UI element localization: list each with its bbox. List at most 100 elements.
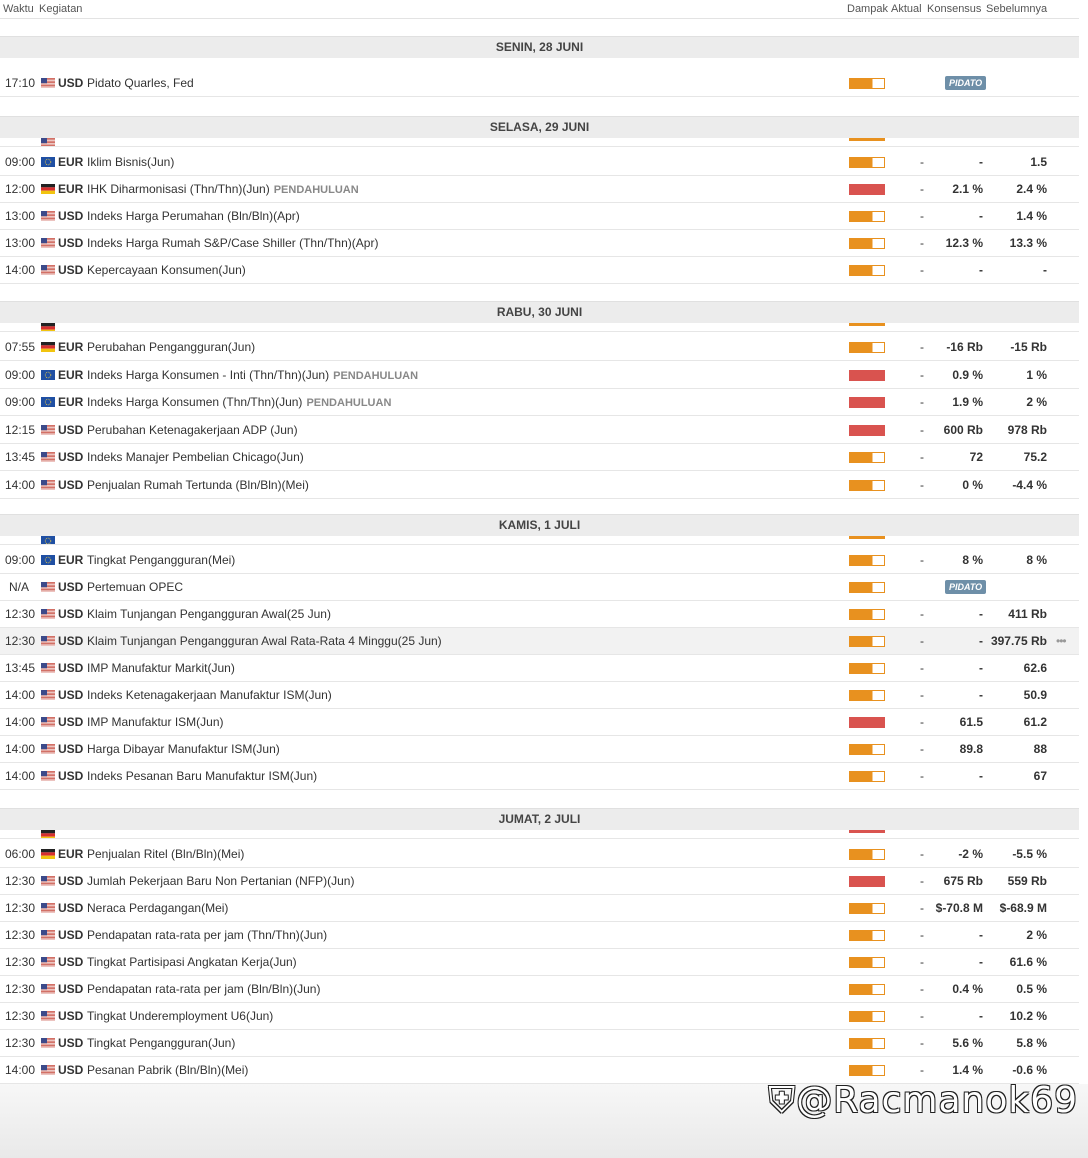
table-row[interactable]: 14:00 USD Harga Dibayar Manufaktur ISM(J…	[0, 736, 1079, 763]
event-title[interactable]: Tingkat Partisipasi Angkatan Kerja(Jun)	[87, 949, 297, 975]
event-title[interactable]: Jumlah Pekerjaan Baru Non Pertanian (NFP…	[87, 868, 354, 894]
actual-value: -	[920, 1009, 924, 1023]
table-row[interactable]: 14:00 USD Indeks Pesanan Baru Manufaktur…	[0, 763, 1079, 790]
table-row[interactable]: 07:55 EUR Perubahan Pengangguran(Jun) - …	[0, 334, 1079, 361]
event-label: Indeks Harga Rumah S&P/Case Shiller (Thn…	[87, 236, 379, 250]
event-title[interactable]: Indeks Ketenagakerjaan Manufaktur ISM(Ju…	[87, 682, 332, 708]
table-row[interactable]: 06:00 EUR Penjualan Ritel (Bln/Bln)(Mei)…	[0, 841, 1079, 868]
table-row[interactable]: 13:45 USD Indeks Manajer Pembelian Chica…	[0, 444, 1079, 471]
table-row[interactable]: 09:00 EUR Tingkat Pengangguran(Mei) - 8 …	[0, 547, 1079, 574]
table-row[interactable]: 14:00 USD Pesanan Pabrik (Bln/Bln)(Mei) …	[0, 1057, 1079, 1084]
table-row[interactable]: 12:30 USD Jumlah Pekerjaan Baru Non Pert…	[0, 868, 1079, 895]
col-event-header: Kegiatan	[39, 3, 83, 15]
event-title[interactable]: IMP Manufaktur Markit(Jun)	[87, 655, 235, 681]
previous-value: 13.3 %	[1009, 236, 1047, 250]
event-label: Indeks Harga Konsumen (Thn/Thn)(Jun)	[87, 395, 303, 409]
table-row[interactable]: 12:30 USD Neraca Perdagangan(Mei) - $-70…	[0, 895, 1079, 922]
col-impact-header: Dampak	[847, 3, 888, 15]
table-row[interactable]: 13:00 USD Indeks Harga Rumah S&P/Case Sh…	[0, 230, 1079, 257]
previous-value: 62.6	[1023, 661, 1047, 675]
shield-icon: ⛨	[768, 1080, 797, 1121]
event-title[interactable]: Indeks Harga Rumah S&P/Case Shiller (Thn…	[87, 230, 378, 256]
event-title[interactable]: Klaim Tunjangan Pengangguran Awal(25 Jun…	[87, 601, 331, 627]
table-row[interactable]: N/A USD Pertemuan OPEC PIDATO	[0, 574, 1079, 601]
currency-code: USD	[58, 580, 84, 594]
table-row[interactable]: 17:10 USD Pidato Quarles, Fed PIDATO	[0, 70, 1079, 97]
event-title[interactable]: Kepercayaan Konsumen(Jun)	[87, 257, 246, 283]
event-title[interactable]: Indeks Manajer Pembelian Chicago(Jun)	[87, 444, 304, 470]
event-title[interactable]: Perubahan Pengangguran(Jun)	[87, 334, 255, 360]
event-title[interactable]: Pidato Quarles, Fed	[87, 70, 194, 96]
speech-badge[interactable]: PIDATO	[945, 76, 987, 90]
event-title[interactable]: Indeks Harga Konsumen (Thn/Thn)(Jun) PEND…	[87, 389, 391, 416]
event-time: 09:00	[5, 368, 36, 382]
event-title[interactable]: IMP Manufaktur ISM(Jun)	[87, 709, 224, 735]
event-title[interactable]: Iklim Bisnis(Jun)	[87, 149, 174, 175]
col-consensus-header: Konsensus	[927, 3, 982, 15]
event-title[interactable]: Neraca Perdagangan(Mei)	[87, 895, 228, 921]
event-label: Penjualan Ritel (Bln/Bln)(Mei)	[87, 847, 245, 861]
event-label: Perubahan Ketenagakerjaan ADP (Jun)	[87, 423, 298, 437]
more-options-icon[interactable]: •••	[1056, 634, 1067, 648]
currency-code: USD	[58, 874, 84, 888]
table-row[interactable]: 14:00 USD Kepercayaan Konsumen(Jun) - - …	[0, 257, 1079, 284]
table-row[interactable]: 14:00 USD IMP Manufaktur ISM(Jun) - 61.5…	[0, 709, 1079, 736]
table-row[interactable]: 09:00 EUR Indeks Harga Konsumen (Thn/Thn…	[0, 389, 1079, 416]
event-title[interactable]: Tingkat Pengangguran(Jun)	[87, 1030, 235, 1056]
table-row[interactable]: 14:00 USD Penjualan Rumah Tertunda (Bln/…	[0, 472, 1079, 499]
event-title[interactable]: Pendapatan rata-rata per jam (Bln/Bln)(J…	[87, 976, 320, 1002]
consensus-value: -	[979, 607, 983, 621]
table-row[interactable]: 12:15 USD Perubahan Ketenagakerjaan ADP …	[0, 417, 1079, 444]
table-row[interactable]: 09:00 EUR Indeks Harga Konsumen - Inti (…	[0, 362, 1079, 389]
table-row[interactable]: 09:00 EUR Iklim Bisnis(Jun) - - 1.5	[0, 149, 1079, 176]
table-row[interactable]: 14:00 USD Indeks Ketenagakerjaan Manufak…	[0, 682, 1079, 709]
table-row[interactable]: 12:30 USD Tingkat Partisipasi Angkatan K…	[0, 949, 1079, 976]
previous-value: 10.2 %	[1009, 1009, 1047, 1023]
table-row[interactable]: 12:30 USD Tingkat Underemployment U6(Jun…	[0, 1003, 1079, 1030]
table-row[interactable]: 12:30 USD Klaim Tunjangan Pengangguran A…	[0, 628, 1079, 655]
table-row[interactable]: 12:30 USD Pendapatan rata-rata per jam (…	[0, 922, 1079, 949]
event-title[interactable]: Penjualan Rumah Tertunda (Bln/Bln)(Mei)	[87, 472, 309, 498]
event-title[interactable]: Pendapatan rata-rata per jam (Thn/Thn)(J…	[87, 922, 327, 948]
actual-value: -	[920, 688, 924, 702]
event-title[interactable]: Perubahan Ketenagakerjaan ADP (Jun)	[87, 417, 298, 443]
event-title[interactable]: Penjualan Ritel (Bln/Bln)(Mei)	[87, 841, 244, 867]
table-row[interactable]: 12:00 EUR IHK Diharmonisasi (Thn/Thn)(Ju…	[0, 176, 1079, 203]
table-row[interactable]: 12:30 USD Tingkat Pengangguran(Jun) - 5.…	[0, 1030, 1079, 1057]
event-label: Klaim Tunjangan Pengangguran Awal(25 Jun…	[87, 607, 331, 621]
event-title[interactable]: Pertemuan OPEC	[87, 574, 183, 600]
table-row[interactable]: 12:30 USD Pendapatan rata-rata per jam (…	[0, 976, 1079, 1003]
table-row[interactable]: 13:00 USD Indeks Harga Perumahan (Bln/Bl…	[0, 203, 1079, 230]
actual-value: -	[920, 634, 924, 648]
event-title[interactable]: Pesanan Pabrik (Bln/Bln)(Mei)	[87, 1057, 248, 1083]
flag-icon	[41, 1038, 55, 1048]
event-title[interactable]: Tingkat Pengangguran(Mei)	[87, 547, 235, 573]
event-title[interactable]: IHK Diharmonisasi (Thn/Thn)(Jun) PENDAHUL…	[87, 176, 359, 203]
event-title[interactable]: Tingkat Underemployment U6(Jun)	[87, 1003, 273, 1029]
currency-code: USD	[58, 688, 84, 702]
impact-indicator	[849, 690, 885, 701]
consensus-value: -	[979, 661, 983, 675]
flag-icon	[41, 930, 55, 940]
table-row[interactable]: 13:45 USD IMP Manufaktur Markit(Jun) - -…	[0, 655, 1079, 682]
event-title[interactable]: Indeks Harga Konsumen - Inti (Thn/Thn)(J…	[87, 362, 418, 389]
event-title[interactable]: Klaim Tunjangan Pengangguran Awal Rata-R…	[87, 628, 442, 654]
impact-indicator	[849, 1011, 885, 1022]
speech-badge[interactable]: PIDATO	[945, 580, 987, 594]
previous-value: 411 Rb	[1008, 607, 1047, 621]
impact-indicator	[849, 138, 885, 141]
flag-icon	[41, 536, 55, 544]
flag-icon	[41, 370, 55, 380]
currency-code: USD	[58, 478, 84, 492]
consensus-value: -	[979, 769, 983, 783]
consensus-value: -2 %	[958, 847, 983, 861]
event-time: 14:00	[5, 688, 36, 702]
event-title[interactable]: Indeks Pesanan Baru Manufaktur ISM(Jun)	[87, 763, 317, 789]
consensus-value: 12.3 %	[945, 236, 983, 250]
event-title[interactable]: Harga Dibayar Manufaktur ISM(Jun)	[87, 736, 280, 762]
flag-icon	[41, 138, 55, 146]
event-title[interactable]: Indeks Harga Perumahan (Bln/Bln)(Apr)	[87, 203, 300, 229]
impact-indicator	[849, 984, 885, 995]
table-row[interactable]: 12:30 USD Klaim Tunjangan Pengangguran A…	[0, 601, 1079, 628]
event-label: IMP Manufaktur ISM(Jun)	[87, 715, 224, 729]
